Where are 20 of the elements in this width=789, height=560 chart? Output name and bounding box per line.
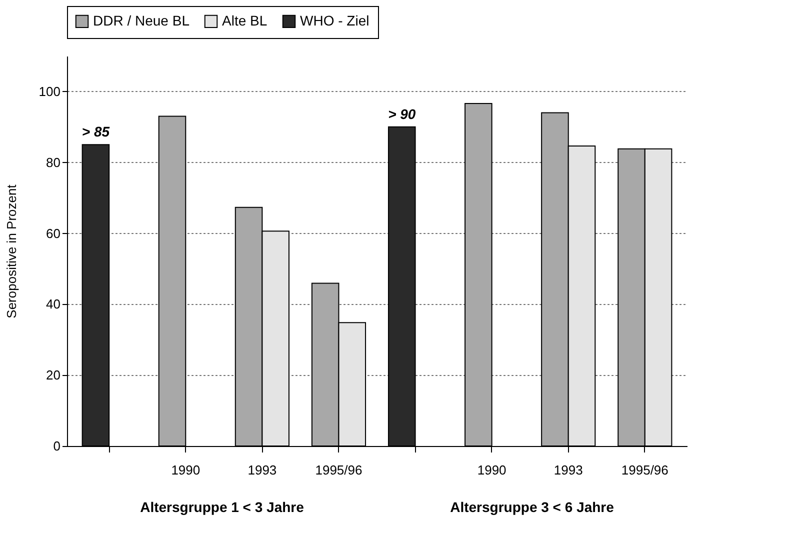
y-tick-label: 60 <box>46 226 60 241</box>
x-tick-label: 1995/96 <box>315 462 362 478</box>
x-tick-label: 1995/96 <box>621 462 668 478</box>
text: Altersgruppe 3 < 6 Jahre <box>450 499 614 515</box>
y-tick-label: 0 <box>53 438 60 454</box>
x-tick-label: 1990 <box>477 462 506 478</box>
y-tick-label: 100 <box>38 84 60 99</box>
x-tick-label: 1993 <box>248 462 277 478</box>
text: Altersgruppe 1 < 3 Jahre <box>140 499 304 515</box>
y-tick-label: 20 <box>46 368 60 383</box>
legend-label: Alte BL <box>222 12 268 28</box>
y-tick-label: 80 <box>46 154 60 170</box>
data-label: > 90 <box>388 106 416 122</box>
x-tick-label: 1993 <box>554 462 583 478</box>
legend-label: WHO - Ziel <box>300 12 370 28</box>
y-axis-title: Seropositive in Prozent <box>4 184 19 318</box>
legend-label: DDR / Neue BL <box>93 12 190 28</box>
x-tick-label: 1990 <box>171 462 200 478</box>
data-label: > 85 <box>82 124 110 140</box>
y-tick-label: 40 <box>46 296 60 312</box>
